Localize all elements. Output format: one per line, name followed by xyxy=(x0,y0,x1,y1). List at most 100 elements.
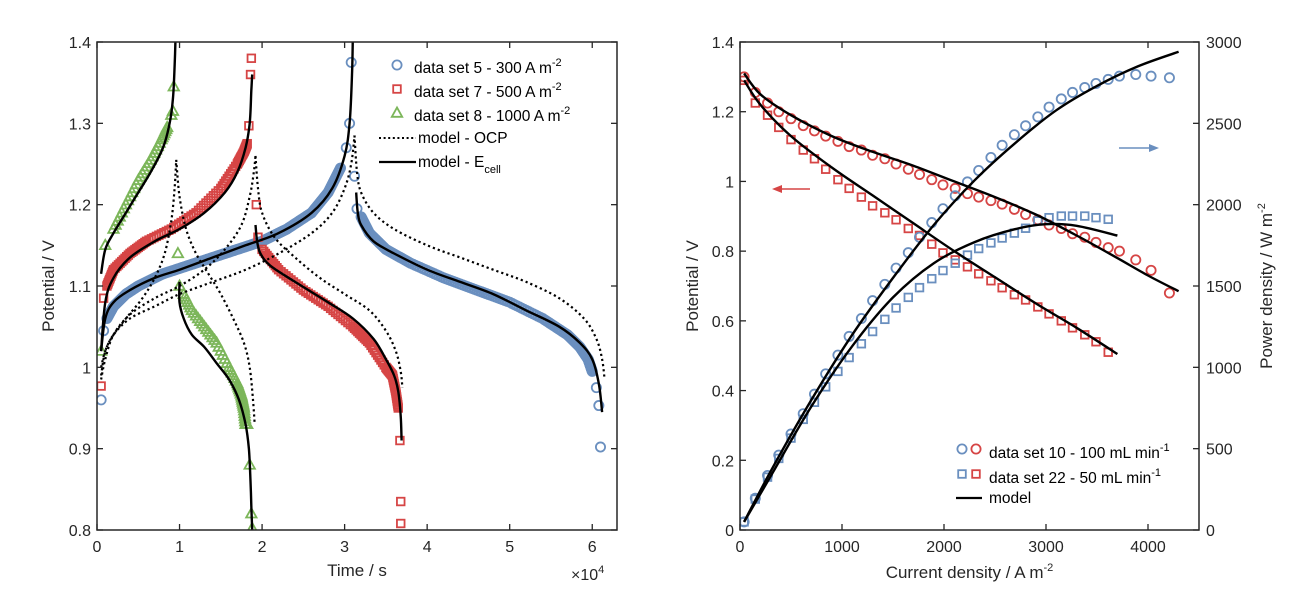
data-point xyxy=(206,193,216,203)
data-point xyxy=(247,521,258,530)
data-point xyxy=(891,215,901,225)
data-point xyxy=(251,199,262,210)
data-point xyxy=(1020,120,1032,132)
legend-item: model - Ecell xyxy=(379,154,501,176)
x-tick-label: 6 xyxy=(588,539,597,556)
data-point xyxy=(393,403,403,413)
x-tick-label: 1 xyxy=(175,539,184,556)
y-tick-label: 0.2 xyxy=(712,453,734,470)
model-line xyxy=(743,50,1179,523)
data-point xyxy=(949,182,961,194)
legend-label: data set 22 - 50 mL min-1 xyxy=(989,467,1161,487)
data-point xyxy=(198,200,209,211)
data-point xyxy=(211,188,221,198)
y-tick-label: 1.2 xyxy=(712,105,734,122)
data-point xyxy=(171,246,185,259)
x-tick-label: 4000 xyxy=(1130,539,1166,556)
x-tick-label: 0 xyxy=(736,539,745,556)
data-point xyxy=(395,435,405,446)
data-point xyxy=(832,349,844,361)
data-point xyxy=(997,233,1007,243)
data-point xyxy=(1056,211,1066,221)
y-tick-label: 0.9 xyxy=(69,442,91,459)
data-point xyxy=(1102,73,1114,85)
y2-tick-label: 2000 xyxy=(1206,198,1242,215)
y-tick-label: 0 xyxy=(725,523,734,540)
legend-circle-red-icon xyxy=(970,443,982,455)
data-point xyxy=(1163,72,1175,84)
data-point xyxy=(996,139,1008,151)
data-point xyxy=(986,276,996,286)
data-point xyxy=(594,441,606,453)
data-point xyxy=(191,208,201,218)
model-ocp-line xyxy=(100,155,257,380)
data-point xyxy=(880,314,890,325)
data-point xyxy=(973,243,984,254)
legend-item: data set 22 - 50 mL min-1 xyxy=(957,467,1161,487)
data-point xyxy=(1103,214,1113,225)
x-tick-label: 2000 xyxy=(926,539,962,556)
legend-label: data set 7 - 500 A m-2 xyxy=(414,81,562,101)
x-tick-label: 0 xyxy=(93,539,102,556)
data-point xyxy=(856,339,867,349)
y-axis-label: Potential / V xyxy=(39,240,58,332)
legend-label: model - Ecell xyxy=(418,154,501,176)
data-point xyxy=(590,382,602,394)
series-circle-blue xyxy=(97,56,357,406)
data-point xyxy=(201,198,211,208)
data-point xyxy=(246,53,257,63)
legend-item: data set 5 - 300 A m-2 xyxy=(391,57,562,77)
x-tick-label: 2 xyxy=(258,539,267,556)
x-tick-label: 1000 xyxy=(824,539,860,556)
legend-triangle-icon xyxy=(390,105,404,118)
data-point xyxy=(820,164,831,174)
legend: data set 10 - 100 mL min-1 data set 22 - … xyxy=(956,442,1170,507)
y-tick-label: 1 xyxy=(725,174,734,191)
legend-circle-icon xyxy=(391,59,403,71)
data-point xyxy=(997,283,1007,293)
data-point xyxy=(396,496,406,507)
data-point xyxy=(914,168,926,180)
data-point xyxy=(973,269,984,279)
y2-tick-label: 1000 xyxy=(1206,360,1242,377)
data-point xyxy=(962,262,973,272)
legend-square-icon xyxy=(392,84,402,94)
left-chart-potential-vs-time: 0 1 2 3 4 5 6 0.8 0.9 1 1.1 1.2 1.3 1.4 Time / s Potent… xyxy=(39,35,618,584)
data-point xyxy=(1080,211,1090,221)
data-point xyxy=(937,179,949,191)
y-tick-label: 1.4 xyxy=(712,35,734,52)
left-arrowhead-icon xyxy=(772,185,782,193)
data-point xyxy=(986,238,996,248)
legend-square-red-icon xyxy=(971,469,981,479)
data-point xyxy=(1163,287,1175,299)
data-point xyxy=(1067,228,1079,240)
model-ecell-line xyxy=(254,224,403,441)
y2-tick-label: 500 xyxy=(1206,442,1233,459)
legend-label: data set 10 - 100 mL min-1 xyxy=(989,442,1170,462)
data-point xyxy=(593,400,605,412)
data-point xyxy=(926,174,938,186)
y2-tick-label: 1500 xyxy=(1206,279,1242,296)
data-point xyxy=(97,343,108,356)
model-ecell-line xyxy=(99,42,177,275)
model-ecell-line xyxy=(178,281,254,530)
data-point xyxy=(856,192,867,202)
data-point xyxy=(927,239,937,249)
plot-area xyxy=(740,50,1180,528)
model-ecell-line xyxy=(355,192,604,413)
x-tick-label: 4 xyxy=(423,539,432,556)
data-point xyxy=(1067,211,1078,221)
data-point xyxy=(1145,70,1157,82)
data-point xyxy=(950,258,960,268)
y-tick-label: 0.6 xyxy=(712,314,734,331)
y-tick-label: 1.4 xyxy=(69,35,91,52)
data-point xyxy=(166,103,180,116)
data-point xyxy=(349,170,361,182)
data-point xyxy=(1008,129,1020,141)
y-tick-label: 1.1 xyxy=(69,279,91,296)
legend-circle-blue-icon xyxy=(956,443,968,455)
data-point xyxy=(208,191,219,201)
data-point xyxy=(1130,254,1142,266)
data-point xyxy=(1145,264,1157,276)
